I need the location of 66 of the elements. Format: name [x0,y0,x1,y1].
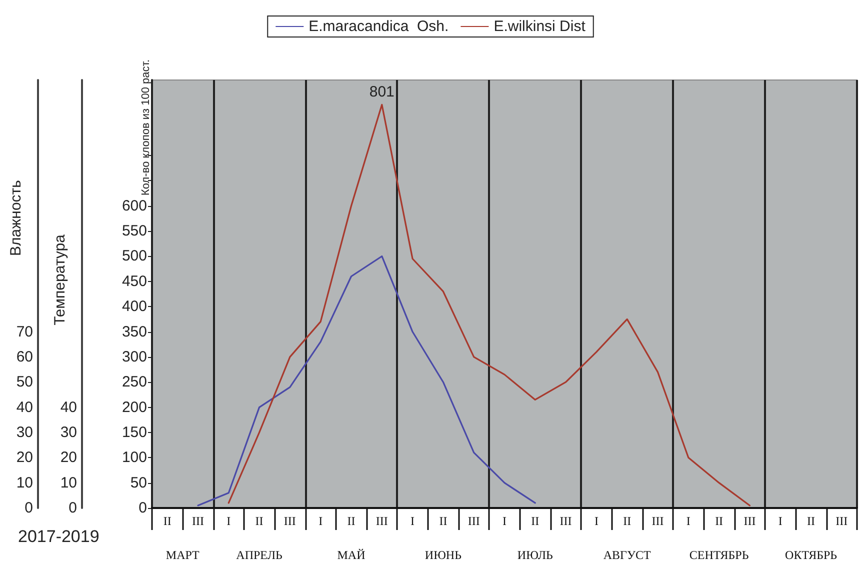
x-tick-label: I [410,514,415,528]
y2-axis-title: Температура [52,234,68,326]
x-tick-label: II [439,514,448,528]
y-tick-label: 450 [122,272,147,290]
y3-tick-label: 20 [16,449,33,466]
x-tick-label: III [192,514,204,528]
y-tick-label: 0 [138,500,147,516]
data-label: 801 [369,84,394,101]
y3-tick-label: 10 [16,474,33,492]
x-tick-label: III [652,514,664,528]
x-tick-label: II [531,514,540,528]
text: МАРТ [166,548,200,562]
x-tick-label: I [318,514,323,528]
y-tick-label: 350 [122,323,147,340]
y3-tick-label: 40 [16,398,33,416]
x-tick-label: II [623,514,632,528]
y-tick-label: 400 [122,298,147,316]
x-tick-label: III [284,514,296,528]
y2-tick-label: 0 [68,500,77,516]
text: СЕНТЯБРЬ [689,548,749,562]
x-tick-label: I [502,514,506,528]
y-tick-label: 600 [122,197,147,214]
text: АВГУСТ [603,548,652,562]
text: 2017-2019 [18,527,100,546]
legend-label: E.maracandica Osh. [308,18,449,35]
x-tick-label: I [686,514,690,528]
text: ИЮЛЬ [517,548,553,562]
y3-tick-label: 60 [16,348,33,366]
line-series [197,255,536,506]
line-series [228,104,751,506]
x-tick-label: III [560,514,572,528]
text: ИЮНЬ [424,548,462,562]
y3-tick-label: 0 [24,500,33,516]
y2-tick-label: 30 [60,424,77,441]
x-tick-label: III [744,514,756,528]
y-tick-label: 500 [122,248,147,265]
y3-tick-label: 70 [16,323,33,340]
y-tick-label: 200 [122,398,147,416]
x-tick-label: II [715,514,724,528]
y-tick-label: 50 [130,474,147,492]
x-tick-label: III [376,514,388,528]
y-tick-label: 550 [122,222,147,240]
y3-tick-label: 30 [16,424,33,441]
x-tick-label: III [836,514,848,528]
y2-tick-label: 40 [60,398,77,416]
text: АПРЕЛЬ [236,548,282,562]
y3-tick-label: 50 [16,374,33,391]
x-tick-label: III [468,514,480,528]
y2-tick-label: 10 [60,474,77,492]
y-axis-title: Кол-во клопов из 100 раст. [140,59,152,196]
text: ОКТЯБРЬ [785,548,838,562]
y2-tick-label: 20 [60,449,77,466]
x-tick-label: II [347,514,356,528]
y3-axis-title: Влажность [8,180,24,256]
x-tick-label: I [778,514,782,528]
x-tick-label: II [163,514,172,528]
y-tick-label: 150 [122,424,147,441]
y-tick-label: 100 [122,449,147,466]
y-tick-label: 300 [122,348,147,366]
x-tick-label: I [226,514,231,528]
x-tick-label: I [594,514,598,528]
text: МАЙ [337,548,366,562]
y-tick-label: 250 [122,374,147,391]
x-tick-label: II [255,514,264,528]
x-tick-label: II [807,514,816,528]
legend-label: E.wilkinsi Dist [494,18,586,35]
